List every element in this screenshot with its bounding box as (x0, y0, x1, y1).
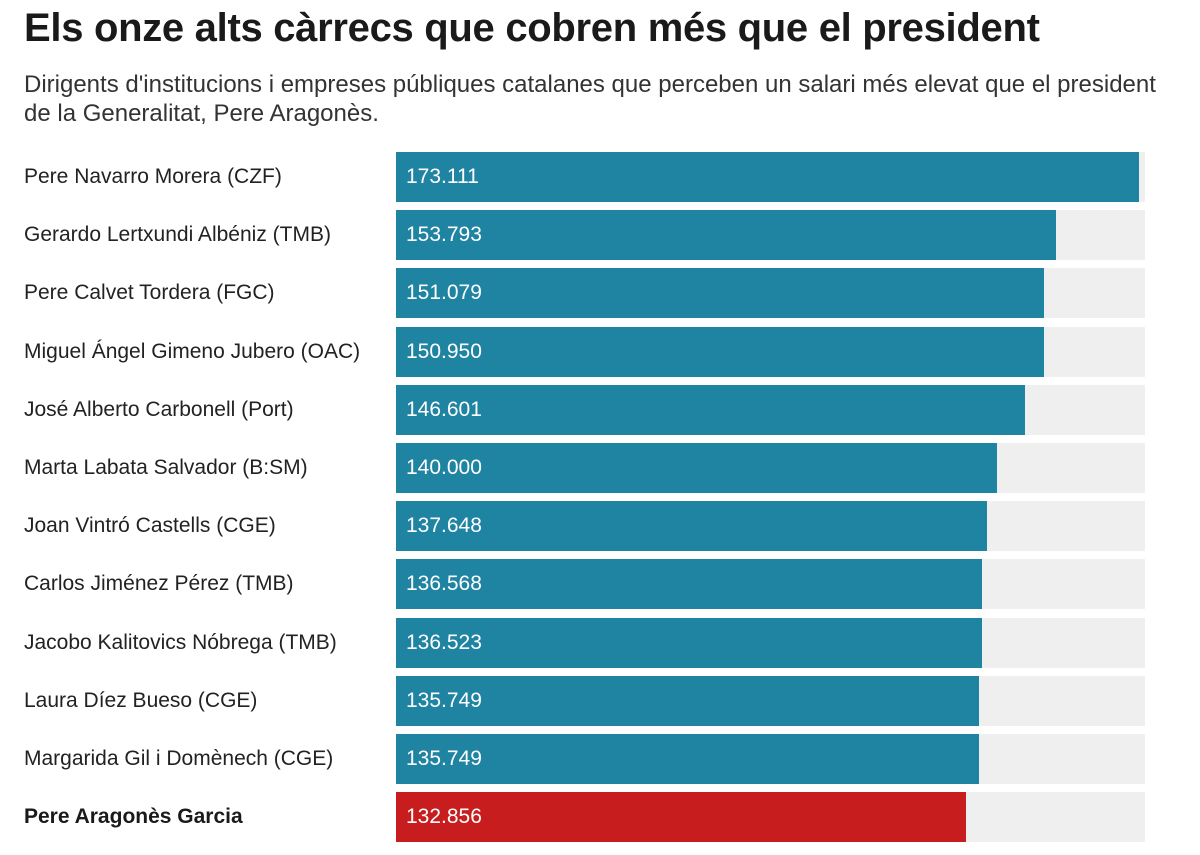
category-label: Marta Labata Salvador (B:SM) (24, 456, 308, 479)
value-label: 173.111 (406, 165, 479, 188)
category-label: Gerardo Lertxundi Albéniz (TMB) (24, 223, 331, 247)
bar-row: Joan Vintró Castells (CGE) 137.648 (0, 501, 1200, 552)
value-label: 135.749 (406, 747, 482, 770)
bar-row: Pere Aragonès Garcia 132.856 (0, 792, 1200, 843)
bar-track: 173.111 (396, 152, 1145, 202)
bar-row: Marta Labata Salvador (B:SM) 140.000 (0, 443, 1200, 493)
bar: 137.648 (396, 501, 987, 552)
bar-row: Carlos Jiménez Pérez (TMB) 136.568 (0, 559, 1200, 610)
bar-track: 150.950 (396, 326, 1145, 377)
bar-row: José Alberto Carbonell (Port) 146.601 (0, 384, 1200, 435)
category-label: Joan Vintró Castells (CGE) (24, 514, 276, 538)
value-label: 132.856 (406, 805, 482, 829)
value-label: 136.523 (406, 630, 482, 654)
bar: 150.950 (396, 326, 1044, 377)
bar-track: 136.523 (396, 617, 1145, 668)
value-label: 151.079 (406, 281, 482, 305)
bar-row: Laura Díez Bueso (CGE) 135.749 (0, 675, 1200, 726)
bar: 136.523 (396, 617, 982, 668)
bar: 140.000 (396, 443, 997, 493)
value-label: 135.749 (406, 688, 482, 712)
value-label: 140.000 (406, 456, 482, 479)
highlight-bar: 132.856 (396, 792, 967, 843)
value-label: 137.648 (406, 514, 482, 538)
bar: 151.079 (396, 268, 1045, 319)
bar-row: Miguel Ángel Gimeno Jubero (OAC) 150.950 (0, 326, 1200, 377)
category-label: Laura Díez Bueso (CGE) (24, 688, 258, 712)
value-label: 153.793 (406, 223, 482, 247)
category-label: Margarida Gil i Domènech (CGE) (24, 747, 334, 770)
bar: 135.749 (396, 734, 979, 784)
bar-track: 137.648 (396, 501, 1145, 552)
bar-track: 132.856 (396, 792, 1145, 843)
value-label: 136.568 (406, 572, 482, 596)
chart-title: Els onze alts càrrecs que cobren més que… (24, 6, 1040, 50)
bar-track: 146.601 (396, 384, 1145, 435)
category-label: Miguel Ángel Gimeno Jubero (OAC) (24, 339, 361, 363)
category-label: Carlos Jiménez Pérez (TMB) (24, 572, 294, 596)
bar-track: 135.749 (396, 675, 1145, 726)
bar-row: Gerardo Lertxundi Albéniz (TMB) 153.793 (0, 210, 1200, 261)
bar: 146.601 (396, 384, 1026, 435)
bar: 136.568 (396, 559, 983, 610)
bar: 135.749 (396, 675, 979, 726)
bar: 153.793 (396, 210, 1057, 261)
bar-row: Jacobo Kalitovics Nóbrega (TMB) 136.523 (0, 617, 1200, 668)
category-label: Pere Aragonès Garcia (24, 805, 243, 829)
bar-track: 151.079 (396, 268, 1145, 319)
bar-row: Pere Navarro Morera (CZF) 173.111 (0, 152, 1200, 202)
category-label: Jacobo Kalitovics Nóbrega (TMB) (24, 630, 337, 654)
category-label: Pere Navarro Morera (CZF) (24, 165, 282, 188)
value-label: 146.601 (406, 397, 482, 421)
bar: 173.111 (396, 152, 1139, 202)
category-label: José Alberto Carbonell (Port) (24, 397, 294, 421)
bar-track: 135.749 (396, 734, 1145, 784)
bar-row: Margarida Gil i Domènech (CGE) 135.749 (0, 734, 1200, 784)
chart-subtitle: Dirigents d'institucions i empreses públ… (24, 71, 1156, 127)
bar-track: 140.000 (396, 443, 1145, 493)
bar-track: 136.568 (396, 559, 1145, 610)
category-label: Pere Calvet Tordera (FGC) (24, 281, 275, 305)
bar-track: 153.793 (396, 210, 1145, 261)
value-label: 150.950 (406, 339, 482, 363)
bar-row: Pere Calvet Tordera (FGC) 151.079 (0, 268, 1200, 319)
